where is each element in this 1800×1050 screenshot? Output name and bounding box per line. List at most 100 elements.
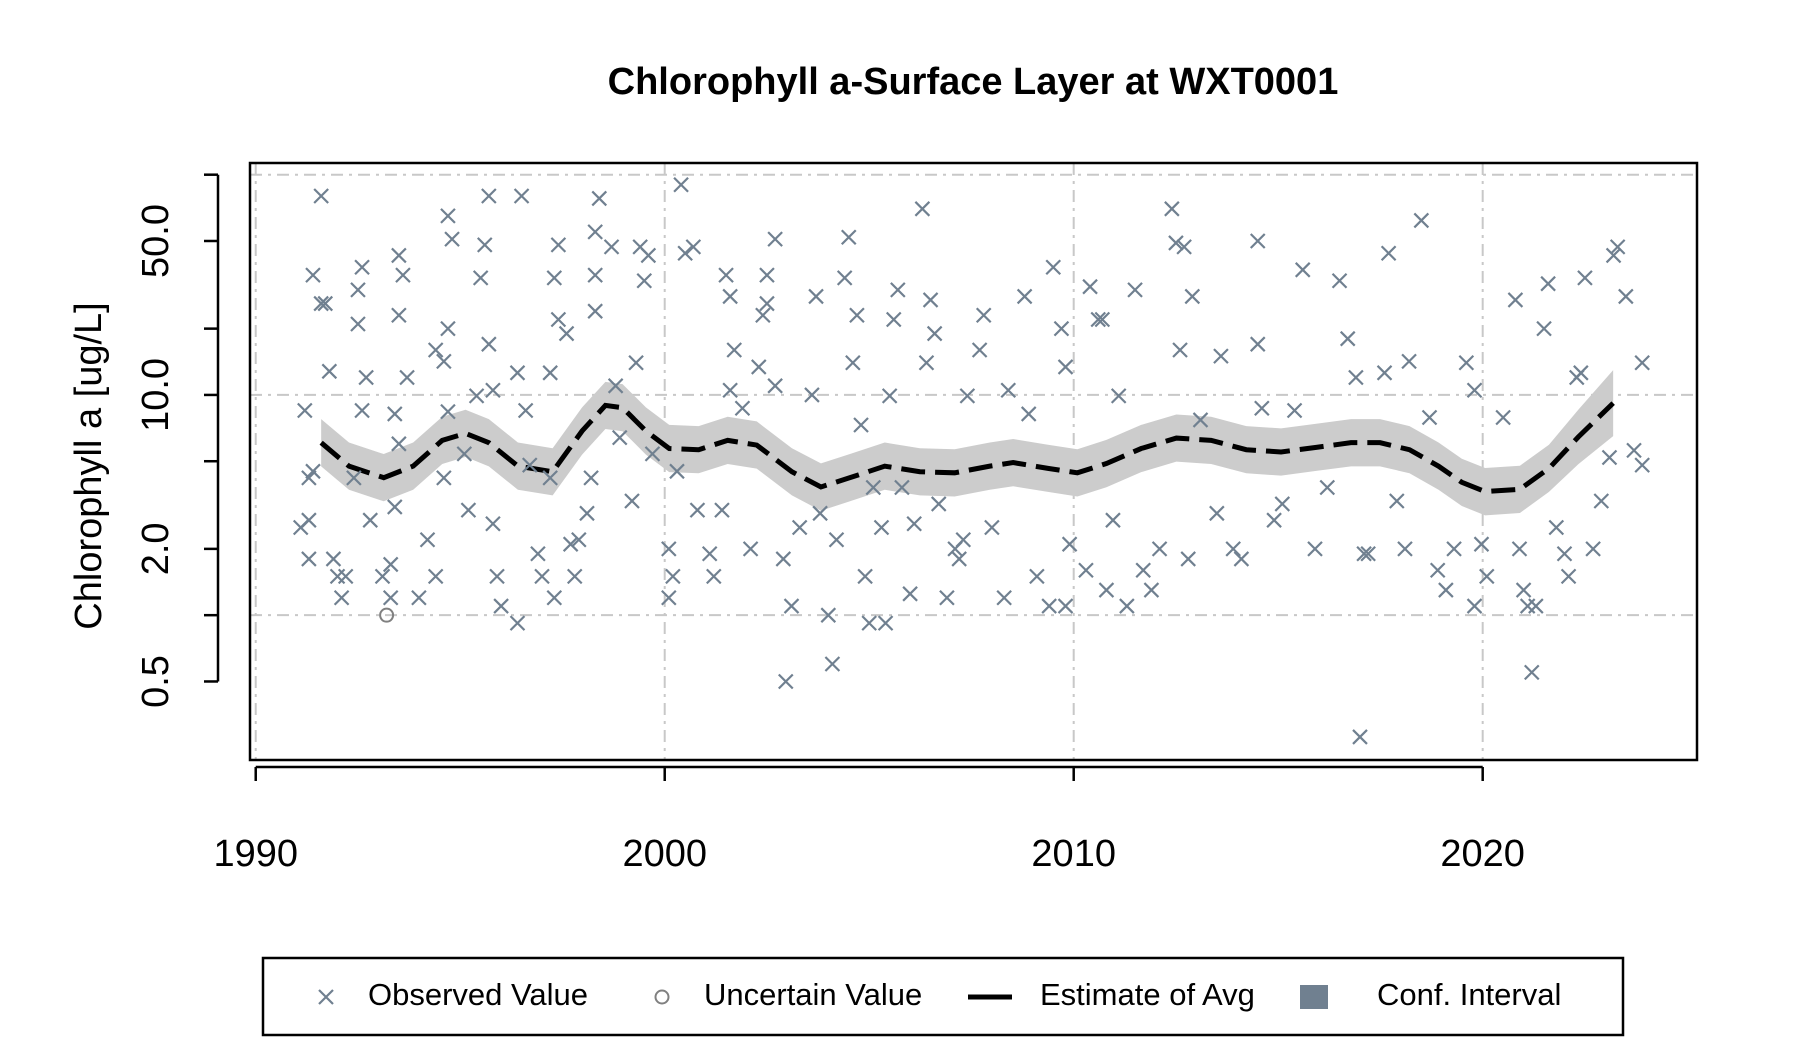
observed-point xyxy=(583,470,599,486)
observed-point xyxy=(1098,582,1115,598)
observed-point xyxy=(1176,239,1192,255)
observed-point xyxy=(1380,245,1397,261)
observed-point xyxy=(624,493,640,509)
x-tick-label: 2020 xyxy=(1440,833,1525,875)
observed-point xyxy=(820,607,837,623)
observed-point xyxy=(485,516,501,532)
observed-point xyxy=(1020,406,1037,422)
observed-point xyxy=(1078,562,1094,578)
observed-point xyxy=(1307,541,1323,557)
observed-point xyxy=(587,224,603,240)
observed-point xyxy=(722,382,738,399)
observed-point xyxy=(382,589,399,606)
observed-point xyxy=(1082,278,1098,295)
observed-point xyxy=(1294,262,1311,278)
observed-point xyxy=(812,505,828,522)
observed-point xyxy=(926,325,943,342)
observed-point xyxy=(1143,582,1160,598)
observed-point xyxy=(1286,402,1303,419)
observed-point xyxy=(1573,365,1589,381)
observed-point xyxy=(472,270,489,286)
observed-point xyxy=(481,336,497,352)
observed-point xyxy=(1556,546,1573,562)
observed-point xyxy=(791,519,808,536)
observed-point xyxy=(1511,541,1528,557)
observed-point xyxy=(840,229,857,246)
observed-point xyxy=(881,388,898,404)
observed-point xyxy=(337,568,354,585)
observed-point xyxy=(444,231,460,247)
observed-point xyxy=(714,502,730,518)
observed-point xyxy=(1360,546,1376,562)
observed-point xyxy=(906,516,922,532)
observed-point xyxy=(1000,382,1017,399)
observed-point xyxy=(566,568,583,585)
observed-point xyxy=(321,363,338,380)
observed-point xyxy=(1184,288,1201,305)
observed-point xyxy=(1536,320,1552,337)
observed-point xyxy=(930,496,947,512)
observed-point xyxy=(1209,505,1225,522)
observed-point xyxy=(587,303,603,319)
observed-point xyxy=(1135,562,1152,578)
observed-point xyxy=(485,382,501,399)
observed-point xyxy=(427,568,444,585)
observed-point xyxy=(387,499,403,515)
observed-point xyxy=(853,417,869,433)
observed-point xyxy=(1057,359,1074,375)
observed-point xyxy=(476,237,493,253)
observed-point xyxy=(975,307,992,324)
observed-point xyxy=(1249,336,1266,352)
observed-point xyxy=(391,436,407,452)
observed-point xyxy=(677,245,693,261)
observed-point xyxy=(1233,551,1250,567)
observed-point xyxy=(661,589,677,606)
observed-point xyxy=(489,568,505,585)
observed-point xyxy=(440,320,456,337)
observed-point xyxy=(726,342,743,358)
observed-point xyxy=(493,598,509,614)
observed-point xyxy=(1029,568,1045,585)
observed-point xyxy=(571,531,587,548)
observed-point xyxy=(1090,311,1107,328)
observed-point xyxy=(1540,275,1556,292)
observed-point xyxy=(1438,582,1454,598)
observed-point xyxy=(804,387,820,403)
observed-point xyxy=(346,470,362,486)
observed-point xyxy=(955,531,972,548)
observed-point xyxy=(391,247,407,264)
observed-point xyxy=(1348,369,1364,386)
observed-point xyxy=(636,272,653,289)
observed-point xyxy=(1473,536,1490,552)
observed-point xyxy=(313,188,329,204)
observed-point xyxy=(890,282,906,298)
observed-point xyxy=(399,369,415,386)
observed-point xyxy=(1110,388,1127,404)
observed-point xyxy=(922,292,939,308)
observed-point xyxy=(1331,272,1348,289)
observed-point xyxy=(546,589,563,606)
x-tick-label: 2010 xyxy=(1031,833,1116,875)
observed-point xyxy=(301,551,317,567)
legend-label: Observed Value xyxy=(368,977,588,1012)
observed-point xyxy=(1479,568,1495,585)
observed-point xyxy=(333,589,350,606)
observed-point xyxy=(1376,365,1393,381)
observed-point xyxy=(440,208,456,224)
observed-point xyxy=(1593,493,1610,509)
observed-point xyxy=(297,402,313,419)
observed-point xyxy=(1421,409,1438,426)
observed-point xyxy=(1507,292,1524,308)
observed-point xyxy=(427,342,444,358)
observed-point xyxy=(902,586,918,602)
observed-point xyxy=(673,176,689,193)
legend-key xyxy=(318,989,334,1005)
observed-point xyxy=(1560,568,1577,585)
observed-point xyxy=(1548,519,1565,536)
legend-label: Conf. Interval xyxy=(1377,977,1561,1012)
observed-point xyxy=(419,531,436,548)
observed-point xyxy=(845,354,861,371)
observed-point xyxy=(1515,582,1532,598)
observed-point xyxy=(734,400,751,417)
observed-point xyxy=(411,589,427,606)
